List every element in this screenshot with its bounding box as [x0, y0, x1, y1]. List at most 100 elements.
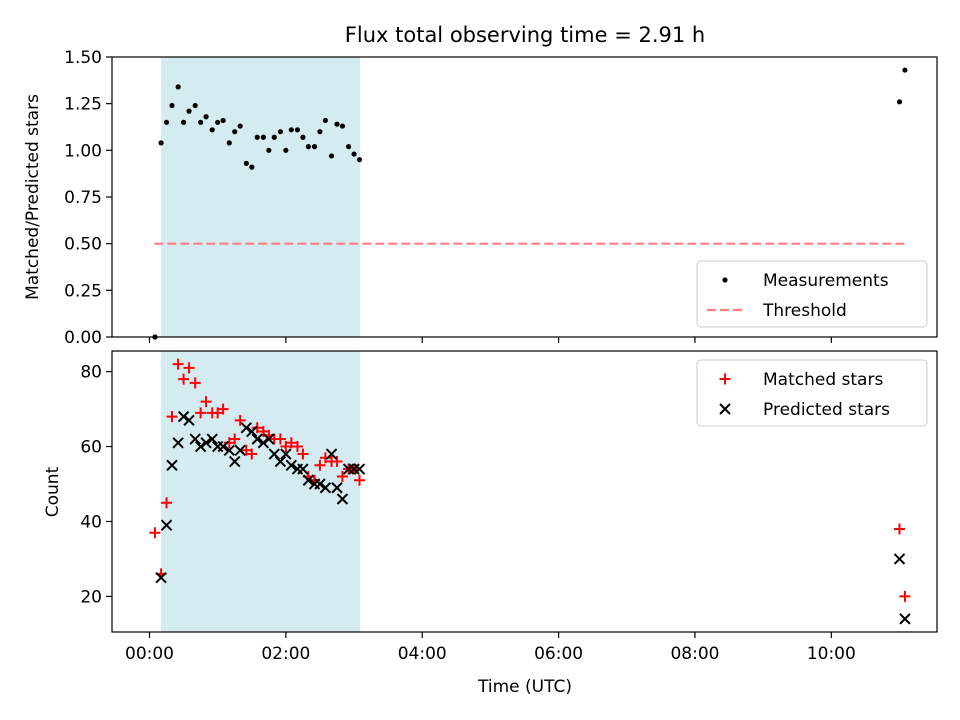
observing-window-span	[161, 351, 361, 632]
data-point	[331, 456, 343, 468]
legend-marker	[722, 277, 728, 283]
x-tick-label: 10:00	[807, 644, 856, 664]
data-point	[894, 523, 905, 535]
data-point	[161, 497, 173, 509]
data-point	[158, 140, 164, 146]
data-point	[163, 119, 170, 125]
data-point	[336, 471, 348, 483]
data-point	[243, 160, 249, 166]
data-point	[194, 440, 207, 453]
data-point	[331, 482, 343, 494]
data-point	[200, 437, 212, 449]
data-point	[223, 444, 235, 456]
data-point	[229, 433, 241, 445]
data-point	[297, 463, 309, 475]
data-point	[314, 478, 326, 490]
data-point	[186, 108, 192, 114]
legend-frame	[696, 260, 928, 328]
data-point	[189, 377, 201, 389]
data-point	[220, 117, 226, 124]
data-point	[189, 433, 201, 445]
data-point	[206, 433, 218, 445]
data-point	[166, 459, 178, 471]
y-tick-label: 0.50	[64, 235, 102, 255]
data-point	[899, 590, 911, 602]
data-point	[283, 147, 289, 153]
data-point	[311, 144, 318, 150]
top-panel: 0.00 0.25 0.50 0.75 1.00 1.25 1.50 Measurements…	[64, 48, 938, 348]
data-point	[893, 553, 906, 565]
legend: Matched stars Predicted stars	[696, 359, 928, 427]
data-point	[254, 134, 260, 140]
data-point	[285, 459, 298, 471]
legend: Measurements Threshold	[696, 260, 928, 328]
x-tick-label: 00:00	[125, 644, 174, 664]
data-point	[294, 127, 301, 133]
x-tick-label: 08:00	[670, 644, 719, 664]
data-point	[203, 114, 209, 120]
data-point	[232, 129, 238, 135]
legend-label: Measurements	[763, 271, 889, 291]
x-tick-label: 04:00	[398, 644, 447, 664]
data-point	[183, 414, 195, 427]
data-point	[336, 493, 349, 505]
bottom-y-axis-label: Count	[43, 466, 63, 517]
bottom-panel: 20 40 60 80 00:00 02:00 04:00 06:00 08:00 10:00 Ma…	[80, 350, 938, 664]
data-point	[240, 422, 253, 434]
data-point	[300, 134, 306, 140]
observing-window-span	[161, 57, 361, 337]
data-point	[251, 433, 263, 445]
data-point	[263, 433, 275, 445]
legend-label: Threshold	[762, 301, 847, 321]
data-point	[291, 441, 303, 453]
x-tick-label: 02:00	[261, 644, 310, 664]
data-point	[226, 140, 232, 146]
data-point	[317, 129, 323, 135]
axes-frame	[111, 350, 938, 633]
data-point	[345, 144, 352, 150]
y-tick-label: 1.50	[64, 48, 102, 68]
legend-label: Predicted stars	[763, 400, 890, 420]
data-point	[319, 482, 332, 494]
data-point	[172, 437, 184, 449]
legend-marker	[719, 373, 731, 385]
data-point	[217, 440, 229, 453]
data-point	[155, 571, 167, 584]
data-point	[280, 448, 292, 460]
data-point	[257, 437, 270, 449]
x-axis-label: Time (UTC)	[477, 677, 572, 697]
data-point	[277, 129, 284, 135]
data-point	[274, 433, 286, 445]
y-tick-label: 20	[80, 587, 102, 607]
data-point	[217, 403, 229, 415]
chart-title: Flux total observing time = 2.91 h	[345, 23, 705, 47]
data-point	[354, 474, 365, 486]
data-point	[285, 437, 297, 449]
data-point	[149, 527, 161, 539]
y-tick-label: 1.00	[64, 141, 102, 161]
data-point	[260, 134, 266, 140]
top-y-axis-label: Matched/Predicted stars	[23, 94, 43, 300]
y-tick-label: 0.75	[64, 188, 102, 208]
data-point	[297, 448, 309, 460]
legend-marker	[719, 403, 731, 415]
legend-frame	[696, 359, 928, 427]
data-point	[198, 119, 204, 125]
data-point	[237, 123, 243, 129]
data-point	[175, 84, 181, 90]
series-measurements	[152, 67, 908, 340]
legend-label: Matched stars	[763, 370, 883, 390]
data-point	[339, 123, 346, 129]
data-point	[246, 425, 258, 438]
data-point	[251, 422, 263, 434]
series-predicted-stars	[155, 410, 911, 625]
series-matched-stars	[149, 358, 911, 602]
data-point	[160, 519, 173, 531]
x-tick-label: 06:00	[534, 644, 583, 664]
y-tick-label: 40	[80, 512, 102, 532]
data-point	[180, 119, 187, 125]
data-point	[234, 444, 246, 456]
data-point	[356, 157, 363, 163]
data-point	[314, 459, 326, 471]
data-point	[183, 362, 195, 374]
